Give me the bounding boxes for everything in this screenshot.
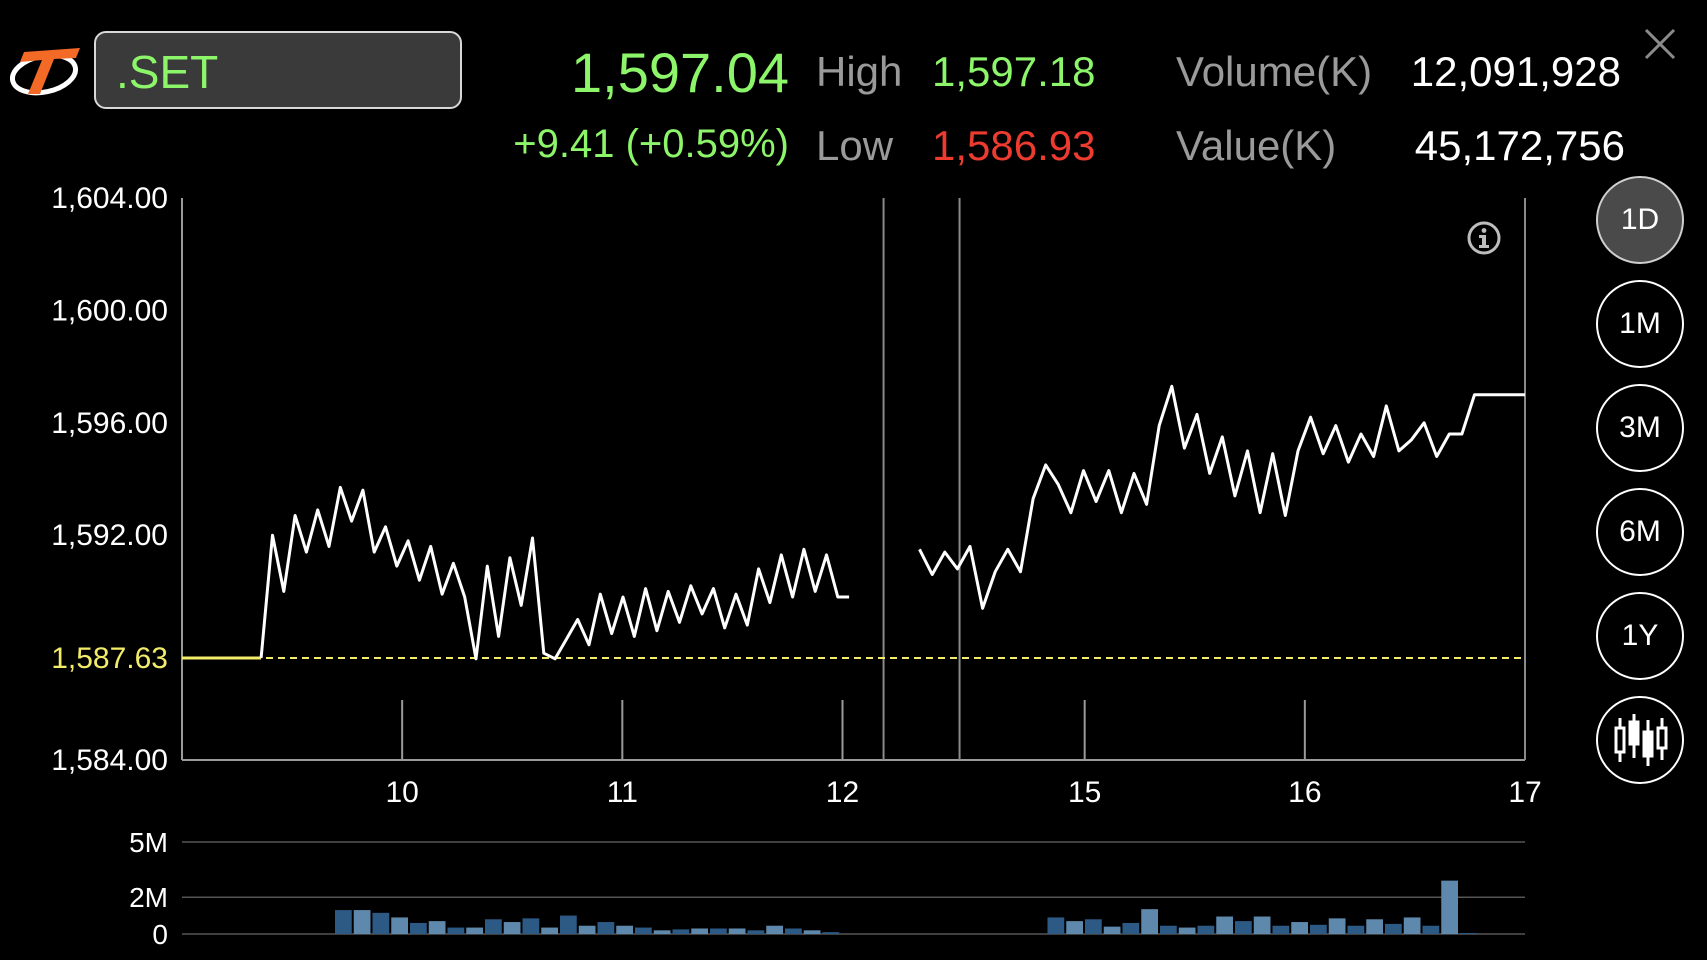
volume-tick-label: 5M <box>129 827 168 858</box>
volume-bar <box>1178 927 1196 934</box>
range-1d-button[interactable]: 1D <box>1596 176 1684 264</box>
volume-tick-label: 2M <box>129 882 168 913</box>
volume-bar <box>1160 925 1177 934</box>
high-value: 1,597.18 <box>932 48 1096 95</box>
volume-bar <box>822 932 840 934</box>
volume-bar <box>1235 921 1252 934</box>
range-1y-button[interactable]: 1Y <box>1596 592 1684 680</box>
volume-bar <box>1253 916 1271 934</box>
volume-tick-label: 0 <box>152 919 168 950</box>
value-label: Value(K) <box>1176 122 1337 169</box>
volume-bar <box>335 910 352 934</box>
previous-close-label: 1,587.63 <box>51 642 168 675</box>
volume-bar <box>1385 923 1402 934</box>
volume-bar <box>410 922 427 934</box>
range-1m-button[interactable]: 1M <box>1596 280 1684 368</box>
volume-bar <box>1272 925 1290 934</box>
symbol-selector[interactable]: .SET <box>94 31 462 109</box>
volume-bar <box>1047 917 1065 934</box>
price-line-session-1 <box>259 485 850 661</box>
close-icon[interactable] <box>1640 24 1680 64</box>
volume-bar <box>747 930 765 934</box>
volume-bar <box>653 930 671 934</box>
volume-bar <box>1422 925 1440 934</box>
x-tick-label: 15 <box>1068 776 1101 809</box>
price-line-session-2 <box>918 384 1525 610</box>
range-6m-button[interactable]: 6M <box>1596 488 1684 576</box>
volume-value: 12,091,928 <box>1410 48 1621 95</box>
volume-bar <box>597 922 615 934</box>
volume-bar <box>691 928 708 934</box>
app-logo <box>10 48 80 96</box>
y-tick-label: 1,604.00 <box>51 182 168 215</box>
low-value: 1,586.93 <box>932 122 1096 169</box>
volume-bar <box>353 910 371 934</box>
volume-bar <box>541 927 558 934</box>
volume-bar <box>1141 909 1158 934</box>
volume-bar <box>1216 916 1233 934</box>
volume-bar <box>578 925 596 934</box>
volume-bar <box>522 918 540 934</box>
x-tick-label: 16 <box>1288 776 1321 809</box>
volume-bar <box>710 928 727 934</box>
x-tick-label: 11 <box>607 776 638 809</box>
x-tick-label: 12 <box>826 776 859 809</box>
volume-bar <box>1291 922 1308 934</box>
volume-bar <box>728 928 746 934</box>
volume-bar <box>616 925 633 934</box>
volume-bar <box>1310 924 1327 934</box>
volume-bar <box>1441 880 1458 934</box>
last-price: 1,597.04 <box>571 41 789 104</box>
volume-bar <box>1103 926 1121 934</box>
volume-bar <box>766 925 783 934</box>
volume-bar <box>1347 925 1365 934</box>
volume-bar <box>1460 933 1477 934</box>
volume-bar <box>785 928 802 934</box>
volume-bar <box>372 912 390 934</box>
value-value: 45,172,756 <box>1414 122 1625 169</box>
volume-bar <box>447 927 465 934</box>
volume-bar <box>560 915 577 934</box>
x-tick-label: 10 <box>385 776 418 809</box>
candlestick-icon <box>1614 714 1668 766</box>
volume-bar <box>391 917 408 934</box>
y-tick-label: 1,600.00 <box>51 294 168 327</box>
info-icon[interactable] <box>1466 220 1502 256</box>
price-change: +9.41 (+0.59%) <box>513 122 789 166</box>
volume-bar <box>503 922 521 934</box>
high-label: High <box>816 48 903 95</box>
volume-bar <box>635 927 652 934</box>
y-tick-label: 1,592.00 <box>51 519 168 552</box>
volume-label: Volume(K) <box>1176 48 1373 95</box>
low-label: Low <box>816 122 894 169</box>
volume-bar <box>485 919 502 934</box>
volume-bar <box>1403 917 1421 934</box>
volume-bar <box>1328 918 1346 934</box>
volume-bar <box>1066 921 1083 934</box>
y-tick-label: 1,596.00 <box>51 407 168 440</box>
y-tick-label: 1,584.00 <box>51 744 168 777</box>
price-chart[interactable]: 1,604.00 1,600.00 1,596.00 1,592.00 1,584.00… <box>0 170 1590 960</box>
range-3m-button[interactable]: 3M <box>1596 384 1684 472</box>
volume-bar <box>672 929 690 934</box>
volume-bar <box>803 930 821 934</box>
candlestick-toggle-button[interactable] <box>1596 696 1684 784</box>
volume-bar <box>1197 925 1215 934</box>
volume-bar <box>1085 919 1102 934</box>
volume-bar <box>1122 922 1140 934</box>
volume-bar <box>466 927 483 934</box>
volume-bar <box>1366 919 1383 934</box>
volume-bar <box>428 921 446 934</box>
symbol-text: .SET <box>116 46 219 98</box>
x-tick-label: 17 <box>1508 776 1541 809</box>
